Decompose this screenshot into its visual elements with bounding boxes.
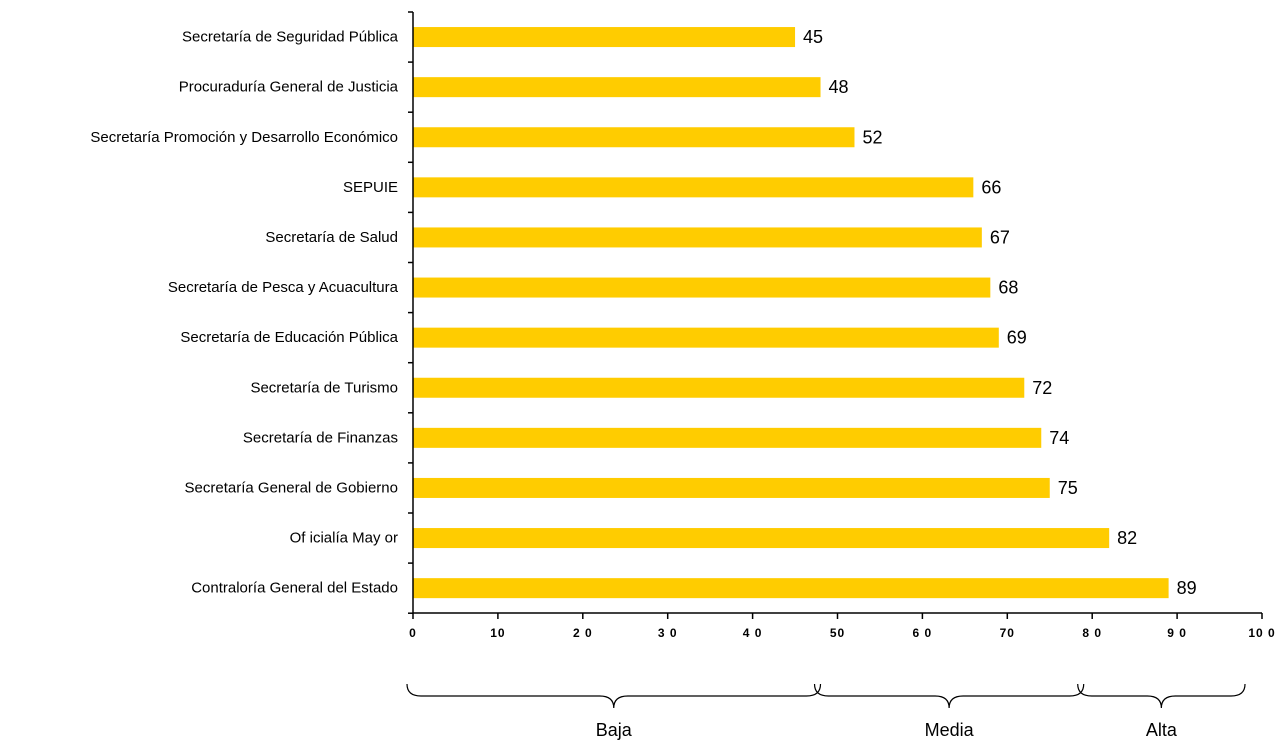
category-label: Secretaría de Salud — [265, 229, 398, 246]
data-label: 45 — [803, 27, 823, 47]
range-label: Media — [925, 720, 975, 740]
range-brace — [1077, 683, 1246, 709]
data-label: 66 — [981, 177, 1001, 197]
data-label: 68 — [998, 278, 1018, 298]
category-labels: Secretaría de Seguridad Pública Procuradu… — [90, 29, 398, 597]
x-tick-label: 0 — [409, 626, 417, 640]
data-label: 72 — [1032, 378, 1052, 398]
bars-layer — [413, 27, 1169, 599]
data-label: 52 — [862, 127, 882, 147]
x-tick-label: 10 — [490, 626, 505, 640]
x-tick-label: 2 0 — [573, 626, 593, 640]
x-axis: 0 10 2 0 3 0 4 0 50 6 0 70 8 0 9 0 10 0 — [409, 612, 1275, 640]
x-tick-label: 8 0 — [1082, 626, 1102, 640]
bar — [413, 377, 1025, 398]
category-label: Secretaría General de Gobierno — [185, 479, 398, 496]
data-label: 67 — [990, 227, 1010, 247]
bar — [413, 227, 982, 248]
bar — [413, 77, 821, 98]
x-tick-label: 6 0 — [913, 626, 933, 640]
category-label: Of icialía May or — [290, 530, 398, 547]
category-label: Secretaría Promoción y Desarrollo Económ… — [90, 129, 398, 146]
bar — [413, 427, 1042, 448]
data-label: 89 — [1177, 578, 1197, 598]
range-label: Baja — [596, 720, 633, 740]
category-label: Secretaría de Pesca y Acuacultura — [168, 279, 399, 296]
range-brace — [813, 683, 1085, 709]
bar — [413, 177, 974, 198]
x-tick-label: 9 0 — [1167, 626, 1187, 640]
bar — [413, 528, 1110, 549]
bar — [413, 477, 1050, 498]
category-label: Secretaría de Seguridad Pública — [182, 29, 399, 46]
x-tick-label: 4 0 — [743, 626, 763, 640]
range-brackets: Baja Media Alta — [406, 683, 1246, 740]
bar — [413, 127, 855, 148]
value-labels: 45 48 52 66 67 68 69 72 74 75 82 89 — [803, 27, 1197, 598]
category-label: Secretaría de Turismo — [250, 379, 398, 396]
x-tick-label: 10 0 — [1248, 626, 1275, 640]
data-label: 75 — [1058, 478, 1078, 498]
data-label: 82 — [1117, 528, 1137, 548]
x-tick-label: 70 — [1000, 626, 1015, 640]
category-label: Secretaría de Finanzas — [243, 429, 398, 446]
x-tick-label: 50 — [830, 626, 845, 640]
bar — [413, 277, 991, 298]
range-brace — [406, 683, 822, 709]
data-label: 48 — [829, 77, 849, 97]
y-axis — [408, 11, 414, 614]
data-label: 74 — [1049, 428, 1069, 448]
bar — [413, 27, 796, 48]
category-label: SEPUIE — [343, 179, 398, 196]
range-label: Alta — [1146, 720, 1178, 740]
data-label: 69 — [1007, 328, 1027, 348]
bar — [413, 578, 1169, 599]
bar — [413, 327, 999, 348]
category-label: Contraloría General del Estado — [191, 580, 398, 597]
category-label: Secretaría de Educación Pública — [180, 329, 398, 346]
category-label: Procuraduría General de Justicia — [179, 79, 399, 96]
x-tick-label: 3 0 — [658, 626, 678, 640]
